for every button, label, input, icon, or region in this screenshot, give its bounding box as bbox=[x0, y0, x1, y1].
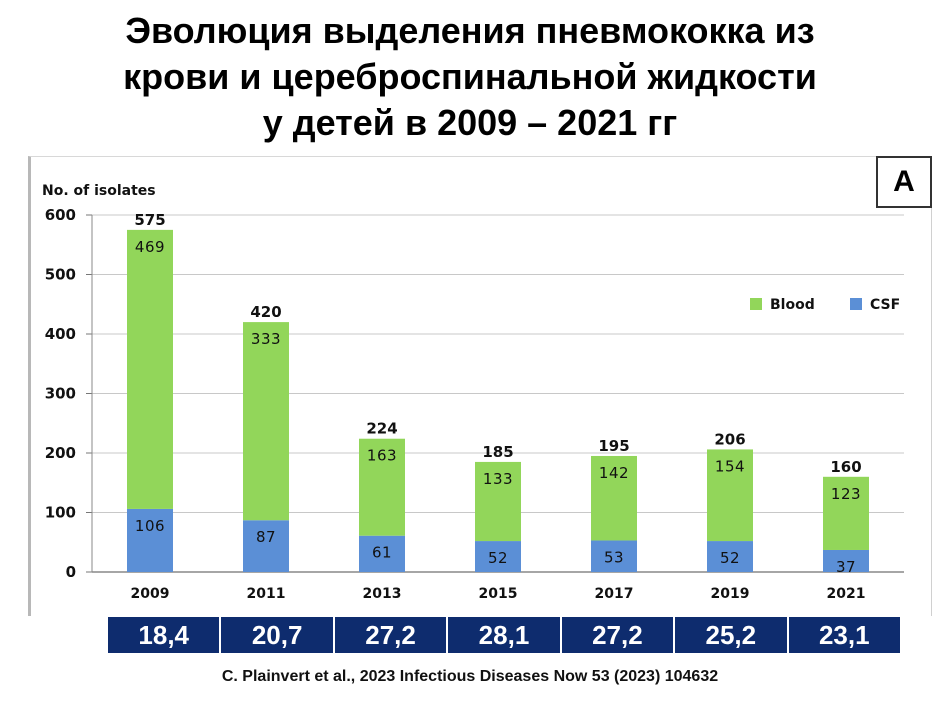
legend-swatch-blood bbox=[750, 298, 762, 310]
bar-csf-2013 bbox=[359, 535, 405, 572]
data-label-blood: 163 bbox=[367, 447, 397, 465]
percent-cell: 28,1 bbox=[448, 617, 562, 653]
data-label-total: 575 bbox=[134, 211, 165, 229]
legend-label-blood: Blood bbox=[770, 297, 815, 313]
data-label-total: 160 bbox=[830, 458, 861, 476]
x-tick-label: 2021 bbox=[827, 586, 866, 602]
y-tick-label: 200 bbox=[45, 444, 76, 462]
x-tick-label: 2019 bbox=[711, 586, 750, 602]
data-label-total: 206 bbox=[714, 430, 745, 448]
percent-row: 18,4 20,7 27,2 28,1 27,2 25,2 23,1 bbox=[108, 617, 900, 653]
bar-csf-2019 bbox=[707, 541, 753, 572]
x-tick-label: 2017 bbox=[595, 586, 634, 602]
x-tick-label: 2009 bbox=[131, 586, 170, 602]
bar-blood-2011 bbox=[243, 322, 289, 521]
x-tick-label: 2011 bbox=[247, 586, 286, 602]
y-axis: No. of isolates 0 100 200 300 400 500 600 2009 20… bbox=[42, 183, 904, 602]
bar-blood-2013 bbox=[359, 438, 405, 536]
data-label-csf: 52 bbox=[720, 549, 740, 567]
bar-blood-2017 bbox=[591, 455, 637, 541]
data-label-csf: 61 bbox=[372, 544, 392, 562]
data-label-total: 420 bbox=[250, 303, 281, 321]
data-label-blood: 133 bbox=[483, 470, 513, 488]
data-label-total: 195 bbox=[598, 437, 629, 455]
percent-cell: 20,7 bbox=[221, 617, 335, 653]
data-label-csf: 37 bbox=[836, 558, 856, 576]
bar-blood-2009 bbox=[127, 229, 173, 509]
y-tick-label: 300 bbox=[45, 385, 76, 403]
y-axis-label: No. of isolates bbox=[42, 183, 156, 199]
y-tick-label: 600 bbox=[45, 206, 76, 224]
data-labels: 106 469 575 87 333 420 61 163 224 52 133 185 53 142 19… bbox=[134, 211, 861, 576]
percent-cell: 27,2 bbox=[561, 617, 676, 653]
data-label-blood: 123 bbox=[831, 485, 861, 503]
bar-blood-2015 bbox=[475, 461, 521, 542]
slide-title: Эволюция выделения пневмококка из крови … bbox=[0, 8, 940, 146]
data-label-blood: 333 bbox=[251, 330, 281, 348]
data-label-csf: 106 bbox=[135, 517, 165, 535]
percent-cell: 18,4 bbox=[108, 617, 222, 653]
panel-label: A bbox=[876, 156, 932, 208]
data-label-total: 224 bbox=[366, 420, 397, 438]
bar-csf-2015 bbox=[475, 541, 521, 572]
data-label-csf: 53 bbox=[604, 548, 624, 566]
data-label-blood: 469 bbox=[135, 238, 165, 256]
data-label-csf: 52 bbox=[488, 549, 508, 567]
percent-cell: 25,2 bbox=[675, 617, 789, 653]
y-tick-label: 100 bbox=[45, 504, 76, 522]
data-label-blood: 154 bbox=[715, 457, 745, 475]
x-tick-label: 2013 bbox=[363, 586, 402, 602]
bar-csf-2009 bbox=[127, 508, 173, 572]
title-line-3: у детей в 2009 – 2021 гг bbox=[262, 102, 678, 143]
legend-label-csf: CSF bbox=[870, 297, 900, 313]
data-label-total: 185 bbox=[482, 443, 513, 461]
percent-cell: 23,1 bbox=[788, 617, 900, 653]
grid-lines bbox=[92, 214, 904, 513]
y-tick-label: 500 bbox=[45, 266, 76, 284]
bar-csf-2011 bbox=[243, 520, 289, 572]
citation: C. Plainvert et al., 2023 Infectious Dis… bbox=[221, 668, 719, 685]
x-tick-label: 2015 bbox=[479, 586, 518, 602]
bar-blood-2021 bbox=[823, 476, 869, 550]
chart-frame bbox=[28, 156, 932, 616]
bar-csf-2017 bbox=[591, 540, 637, 572]
title-line-2: крови и цереброспинальной жидкости bbox=[123, 56, 817, 97]
y-tick-label: 400 bbox=[45, 325, 76, 343]
y-tick-label: 0 bbox=[66, 563, 76, 581]
percent-cell: 27,2 bbox=[334, 617, 449, 653]
bar-csf-2021 bbox=[823, 549, 869, 572]
bars bbox=[127, 229, 869, 572]
bar-blood-2019 bbox=[707, 449, 753, 542]
legend: Blood CSF bbox=[750, 297, 900, 313]
title-line-1: Эволюция выделения пневмококка из bbox=[125, 10, 815, 51]
legend-swatch-csf bbox=[850, 298, 862, 310]
data-label-csf: 87 bbox=[256, 528, 276, 546]
data-label-blood: 142 bbox=[599, 464, 629, 482]
